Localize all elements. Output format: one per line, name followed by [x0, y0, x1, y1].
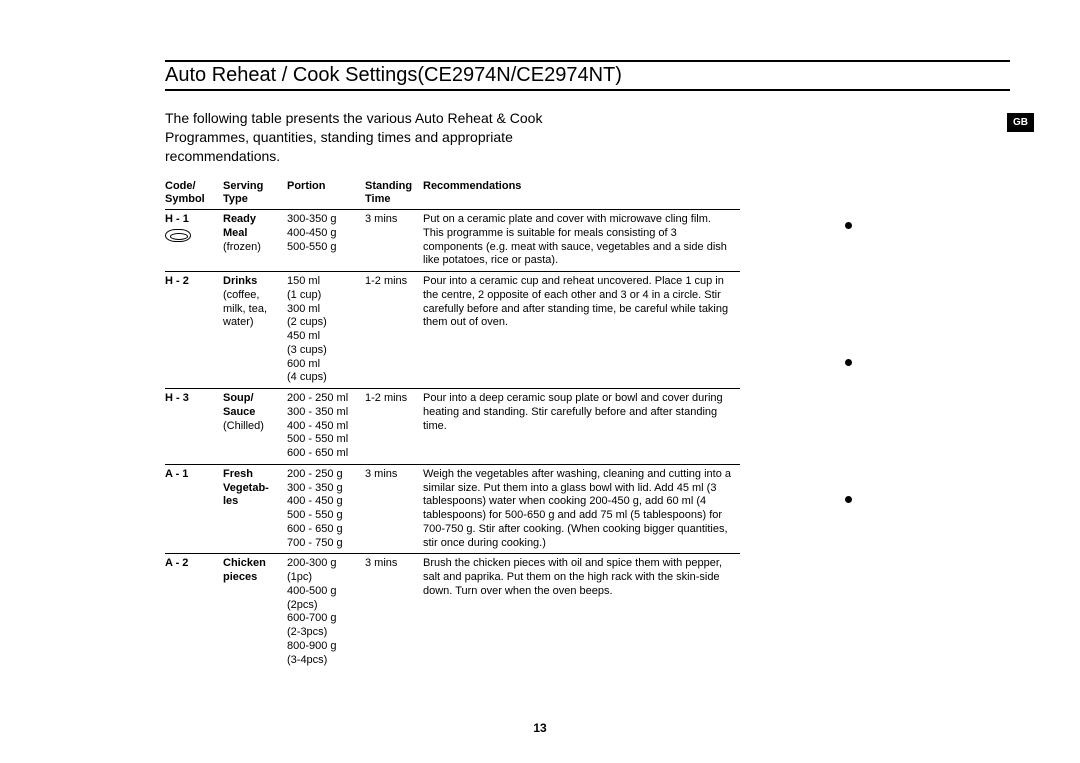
title-bar: Auto Reheat / Cook Settings(CE2974N/CE29…	[165, 60, 1010, 91]
language-badge: GB	[1007, 113, 1034, 132]
cell-serving: Chicken pieces	[223, 554, 287, 671]
cell-serving: Ready Meal(frozen)	[223, 210, 287, 272]
cell-standing: 3 mins	[365, 210, 423, 272]
header-portion: Portion	[287, 178, 365, 210]
cell-standing: 3 mins	[365, 554, 423, 671]
cell-recommend: Pour into a ceramic cup and reheat uncov…	[423, 272, 740, 389]
header-standing: Standing Time	[365, 178, 423, 210]
cell-standing: 3 mins	[365, 464, 423, 554]
dot-icon	[845, 222, 852, 229]
cell-code: H - 2	[165, 272, 223, 389]
cell-recommend: Weigh the vegetables after washing, clea…	[423, 464, 740, 554]
cell-serving: Drinks(coffee, milk, tea, water)	[223, 272, 287, 389]
cell-recommend: Pour into a deep ceramic soup plate or b…	[423, 389, 740, 465]
cell-recommend: Brush the chicken pieces with oil and sp…	[423, 554, 740, 671]
header-serving: Serving Type	[223, 178, 287, 210]
dot-icon	[845, 496, 852, 503]
page-number: 13	[0, 721, 1080, 735]
table-row: A - 1Fresh Vegetab- les200 - 250 g 300 -…	[165, 464, 740, 554]
cell-portion: 300-350 g 400-450 g 500-550 g	[287, 210, 365, 272]
table-row: H - 3Soup/ Sauce(Chilled)200 - 250 ml 30…	[165, 389, 740, 465]
cell-standing: 1-2 mins	[365, 389, 423, 465]
auto-reheat-table: Code/ Symbol Serving Type Portion Standi…	[165, 178, 740, 671]
binder-holes-icon	[845, 222, 852, 503]
header-recommend: Recommendations	[423, 178, 740, 210]
table-header-row: Code/ Symbol Serving Type Portion Standi…	[165, 178, 740, 210]
cell-portion: 200 - 250 g 300 - 350 g 400 - 450 g 500 …	[287, 464, 365, 554]
cell-code: A - 2	[165, 554, 223, 671]
cell-serving: Fresh Vegetab- les	[223, 464, 287, 554]
cell-code: H - 3	[165, 389, 223, 465]
cell-code: A - 1	[165, 464, 223, 554]
cell-portion: 150 ml (1 cup) 300 ml (2 cups) 450 ml (3…	[287, 272, 365, 389]
cell-portion: 200-300 g (1pc) 400-500 g (2pcs) 600-700…	[287, 554, 365, 671]
cell-code: H - 1	[165, 210, 223, 272]
plate-icon	[165, 229, 191, 242]
page-title: Auto Reheat / Cook Settings(CE2974N/CE29…	[165, 64, 1010, 87]
table-row: A - 2Chicken pieces200-300 g (1pc) 400-5…	[165, 554, 740, 671]
cell-recommend: Put on a ceramic plate and cover with mi…	[423, 210, 740, 272]
manual-page: Auto Reheat / Cook Settings(CE2974N/CE29…	[0, 0, 1080, 700]
table-row: H - 1Ready Meal(frozen)300-350 g 400-450…	[165, 210, 740, 272]
cell-serving: Soup/ Sauce(Chilled)	[223, 389, 287, 465]
table-row: H - 2Drinks(coffee, milk, tea, water)150…	[165, 272, 740, 389]
cell-standing: 1-2 mins	[365, 272, 423, 389]
header-code: Code/ Symbol	[165, 178, 223, 210]
intro-text: The following table presents the various…	[165, 109, 605, 166]
dot-icon	[845, 359, 852, 366]
cell-portion: 200 - 250 ml 300 - 350 ml 400 - 450 ml 5…	[287, 389, 365, 465]
